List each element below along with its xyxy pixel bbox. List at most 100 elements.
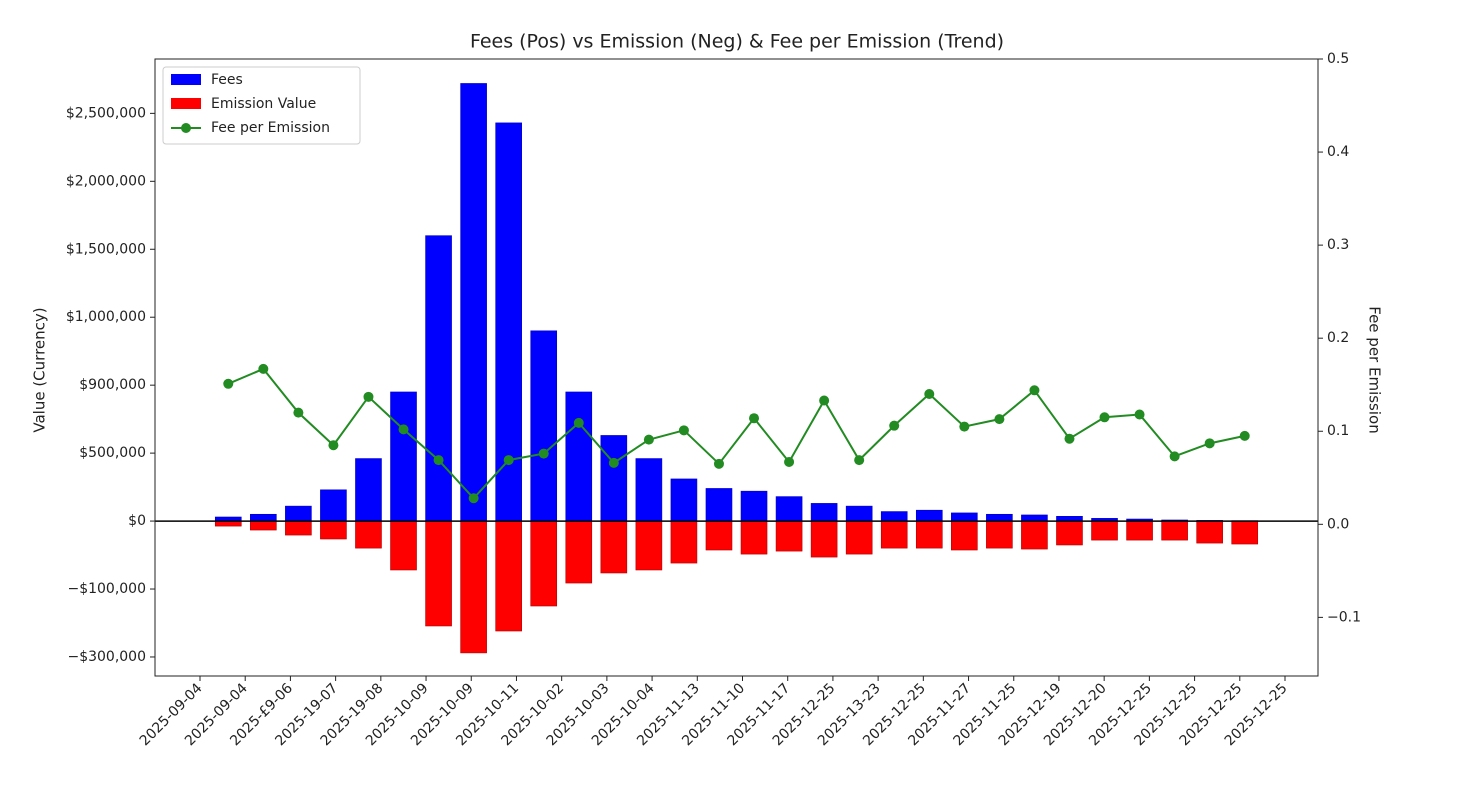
trend-point bbox=[1204, 438, 1215, 449]
y2-tick-label: 0.3 bbox=[1327, 237, 1349, 253]
trend-point bbox=[854, 455, 865, 466]
bar bbox=[460, 520, 487, 654]
bar bbox=[670, 478, 698, 522]
bar bbox=[390, 520, 417, 571]
trend-point bbox=[643, 434, 654, 445]
bar bbox=[495, 520, 522, 632]
bar bbox=[1196, 520, 1223, 544]
bar bbox=[600, 520, 628, 574]
trend-point bbox=[398, 424, 409, 435]
y-tick-label: −$300,000 bbox=[67, 649, 146, 665]
bar bbox=[880, 511, 908, 522]
trend-point bbox=[1134, 409, 1145, 420]
plot-frame bbox=[154, 58, 1319, 677]
trend-point bbox=[1169, 451, 1180, 462]
y2-tick-label: 0.2 bbox=[1327, 330, 1349, 346]
trend-line bbox=[227, 367, 1245, 500]
bar bbox=[530, 330, 558, 522]
y-tick-label: $900,000 bbox=[79, 377, 146, 393]
y-tick-label: $1,000,000 bbox=[66, 309, 146, 325]
bar bbox=[740, 490, 768, 522]
trend-point bbox=[1099, 412, 1110, 423]
bar bbox=[845, 505, 873, 522]
y2-axis-label: Fee per Emission bbox=[1366, 306, 1384, 433]
bar bbox=[425, 520, 452, 627]
bar bbox=[320, 520, 347, 540]
y2-tick-label: 0.5 bbox=[1327, 51, 1349, 67]
bar bbox=[285, 520, 312, 536]
trend-point bbox=[433, 455, 444, 466]
bar bbox=[670, 520, 698, 564]
chart-title: Fees (Pos) vs Emission (Neg) & Fee per E… bbox=[470, 31, 1004, 53]
bar bbox=[775, 520, 803, 552]
trend-point bbox=[1029, 385, 1040, 396]
bar bbox=[214, 520, 242, 527]
bar bbox=[705, 488, 733, 522]
trend-point bbox=[713, 458, 724, 469]
bar bbox=[530, 520, 558, 607]
bar bbox=[285, 505, 312, 522]
trend-point bbox=[328, 440, 339, 451]
bar bbox=[1021, 514, 1048, 522]
bar bbox=[460, 83, 487, 522]
legend-swatch bbox=[171, 98, 201, 109]
y2-tick-label: 0.1 bbox=[1327, 423, 1349, 439]
bar bbox=[915, 520, 943, 549]
bar bbox=[635, 520, 663, 571]
bar bbox=[250, 520, 277, 531]
y-tick-label: $2,500,000 bbox=[66, 105, 146, 121]
trend-point bbox=[538, 448, 549, 459]
legend-box bbox=[162, 66, 361, 145]
bar bbox=[740, 520, 768, 555]
trend-point bbox=[784, 456, 795, 467]
bar bbox=[635, 458, 663, 522]
bar bbox=[250, 513, 277, 522]
bar bbox=[986, 520, 1013, 549]
legend-label: Fee per Emission bbox=[211, 120, 330, 136]
bar bbox=[986, 513, 1013, 522]
legend-label: Emission Value bbox=[211, 96, 316, 112]
bar bbox=[600, 435, 628, 522]
bar bbox=[775, 496, 803, 522]
bar bbox=[915, 509, 943, 522]
trend-point bbox=[749, 413, 760, 424]
legend-swatch bbox=[181, 123, 191, 133]
trend-point bbox=[959, 421, 970, 432]
y-tick-label: −$100,000 bbox=[67, 581, 146, 597]
trend-point bbox=[503, 455, 514, 466]
bar bbox=[810, 503, 838, 522]
y-tick-label: $500,000 bbox=[79, 445, 146, 461]
trend-point bbox=[293, 407, 304, 418]
y-tick-label: $0 bbox=[128, 513, 146, 529]
trend-point bbox=[608, 457, 619, 468]
trend-point bbox=[363, 391, 374, 402]
y2-tick-label: 0.4 bbox=[1327, 144, 1349, 160]
bar bbox=[845, 520, 873, 555]
trend-point bbox=[994, 414, 1005, 425]
bar bbox=[1091, 520, 1118, 541]
trend-point bbox=[258, 363, 269, 374]
legend-label: Fees bbox=[211, 72, 243, 88]
trend-point bbox=[468, 493, 479, 504]
bar bbox=[320, 489, 347, 522]
trend-point bbox=[573, 417, 584, 428]
bar bbox=[1161, 520, 1188, 541]
y2-tick-label: 0.0 bbox=[1327, 516, 1349, 532]
bar bbox=[951, 512, 978, 522]
trend-point bbox=[924, 389, 935, 400]
bar bbox=[355, 458, 382, 522]
y-tick-label: $2,000,000 bbox=[66, 173, 146, 189]
trend-point bbox=[678, 425, 689, 436]
bar bbox=[390, 391, 417, 522]
trend-point bbox=[819, 395, 830, 406]
bar bbox=[880, 520, 908, 549]
y-axis-label: Value (Currency) bbox=[31, 307, 49, 432]
y2-tick-label: −0.1 bbox=[1327, 609, 1361, 625]
trend-point bbox=[889, 420, 900, 431]
bar bbox=[1126, 520, 1153, 541]
bar bbox=[705, 520, 733, 551]
y-tick-label: $1,500,000 bbox=[66, 241, 146, 257]
bar bbox=[951, 520, 978, 551]
bar bbox=[495, 122, 522, 522]
